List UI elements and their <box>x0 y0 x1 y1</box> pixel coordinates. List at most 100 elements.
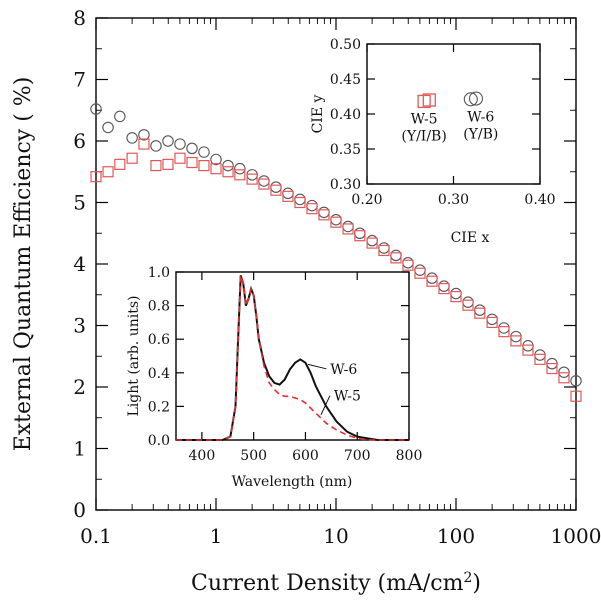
main-point-w-6 <box>210 153 222 166</box>
main-x-tick-label: 10 <box>323 524 348 548</box>
main-point-w-5 <box>534 353 546 365</box>
main-y-tick-label: 8 <box>73 6 86 30</box>
cie-y-tick-label: 0.40 <box>330 107 361 123</box>
spectrum-line-w-5 <box>176 275 409 441</box>
cie-point-w-5 <box>422 93 436 107</box>
cie-x-tick-label: 0.20 <box>351 192 382 208</box>
cie-axis-ticks: 0.20 0.30 0.400.300.350.400.450.50 <box>330 37 556 208</box>
main-y-tick-label: 0 <box>73 498 86 522</box>
main-x-tick-label: 100 <box>437 524 475 548</box>
cie-data-marks <box>417 91 484 109</box>
spectrum-x-tick-label: 500 <box>240 448 267 464</box>
main-point-w-5 <box>546 362 558 375</box>
cie-annotation-w-5: W-5 <box>411 111 438 127</box>
main-y-axis-title: External Quantum Efficiency ( %) <box>11 77 36 452</box>
main-point-w-6 <box>126 132 138 144</box>
main-axis-ticks: 0.1 1 10 100 1000 0 1 2 3 4 5 6 7 8 <box>73 6 601 548</box>
spectrum-x-tick-label: 600 <box>292 448 319 464</box>
spectrum-y-tick-label: 0.6 <box>148 332 170 348</box>
main-point-w-6 <box>234 162 246 175</box>
cie-annotation-w-5: (Y/I/B) <box>401 128 446 144</box>
spectrum-y-tick-label: 0.8 <box>148 299 170 315</box>
main-point-w-5 <box>90 171 102 183</box>
main-point-w-5 <box>486 316 498 329</box>
cie-y-axis-title: CIE y <box>310 95 326 134</box>
main-point-w-5 <box>246 173 258 185</box>
spectrum-x-tick-label: 800 <box>396 448 423 464</box>
main-point-w-5 <box>198 160 210 172</box>
main-point-w-6 <box>162 135 174 147</box>
main-point-w-5 <box>114 158 126 170</box>
main-point-w-5 <box>234 169 246 181</box>
main-y-tick-label: 3 <box>73 314 86 338</box>
main-point-w-5 <box>330 216 342 228</box>
cie-y-tick-label: 0.30 <box>330 177 361 193</box>
main-point-w-5 <box>150 160 162 172</box>
spectrum-annotation-w-5: W-5 <box>334 389 361 405</box>
main-point-w-5 <box>438 283 450 295</box>
main-y-tick-label: 6 <box>73 129 86 153</box>
main-point-w-5 <box>426 275 438 287</box>
spectrum-y-tick-label: 0.0 <box>148 433 170 449</box>
main-point-w-5 <box>222 166 234 178</box>
cie-y-tick-label: 0.50 <box>330 37 361 53</box>
spectrum-y-tick-label: 0.4 <box>148 366 170 382</box>
cie-annotation-w-6: W-6 <box>467 109 494 125</box>
main-point-w-6 <box>138 129 150 141</box>
spectrum-x-axis-title: Wavelength (nm) <box>232 474 353 490</box>
cie-y-tick-label: 0.35 <box>330 142 361 158</box>
main-data-marks <box>90 103 582 402</box>
main-point-w-6 <box>102 121 114 134</box>
cie-point-w-6 <box>463 92 478 107</box>
main-point-w-5 <box>162 158 174 170</box>
main-point-w-6 <box>186 142 198 155</box>
spectrum-inset-frame <box>175 271 410 441</box>
spectrum-annotations: W-6 W-5 <box>307 362 361 416</box>
main-point-w-5 <box>294 196 306 209</box>
main-point-w-5 <box>318 209 330 221</box>
main-point-w-5 <box>366 237 378 249</box>
cie-point-w-5 <box>417 94 431 109</box>
main-point-w-5 <box>258 178 270 190</box>
spectrum-x-tick-label: 400 <box>189 448 216 464</box>
main-point-w-5 <box>498 326 510 338</box>
main-point-w-5 <box>474 307 486 319</box>
main-point-w-5 <box>126 152 138 164</box>
main-x-tick-label: 1 <box>210 524 223 548</box>
main-point-w-5 <box>414 267 426 279</box>
main-point-w-5 <box>306 203 318 215</box>
main-y-tick-label: 2 <box>73 375 86 399</box>
main-point-w-5 <box>354 230 366 242</box>
main-x-axis-title: Current Density (mA/cm2) <box>191 570 481 596</box>
main-x-tick-label: 1000 <box>551 524 601 548</box>
cie-y-tick-label: 0.45 <box>330 72 361 88</box>
main-point-w-5 <box>270 184 282 196</box>
main-point-w-5 <box>342 223 354 235</box>
main-point-w-5 <box>102 166 114 178</box>
main-point-w-6 <box>198 146 210 158</box>
main-point-w-6 <box>90 103 102 115</box>
main-point-w-6 <box>150 140 162 152</box>
main-point-w-5 <box>282 190 294 202</box>
cie-annotations: W-5(Y/I/B) W-6(Y/B) <box>401 109 498 144</box>
main-x-tick-label: 0.1 <box>80 524 112 548</box>
spectrum-x-tick-label: 700 <box>344 448 371 464</box>
main-point-w-5 <box>138 138 150 150</box>
main-point-w-5 <box>390 252 402 264</box>
cie-annotation-w-6: (Y/B) <box>463 126 498 142</box>
main-point-w-5 <box>174 152 186 164</box>
main-y-tick-label: 4 <box>73 252 86 276</box>
main-point-w-5 <box>570 390 582 402</box>
main-point-w-5 <box>510 335 522 347</box>
main-point-w-6 <box>570 375 582 387</box>
spectrum-data-lines <box>176 275 409 441</box>
main-point-w-5 <box>450 290 462 303</box>
main-y-tick-label: 1 <box>73 437 86 461</box>
cie-point-w-6 <box>468 91 484 106</box>
spectrum-y-tick-label: 0.2 <box>148 399 170 415</box>
main-point-w-5 <box>378 244 390 257</box>
main-point-w-5 <box>558 372 570 384</box>
main-point-w-6 <box>222 159 234 172</box>
cie-x-axis-title: CIE x <box>451 230 490 246</box>
